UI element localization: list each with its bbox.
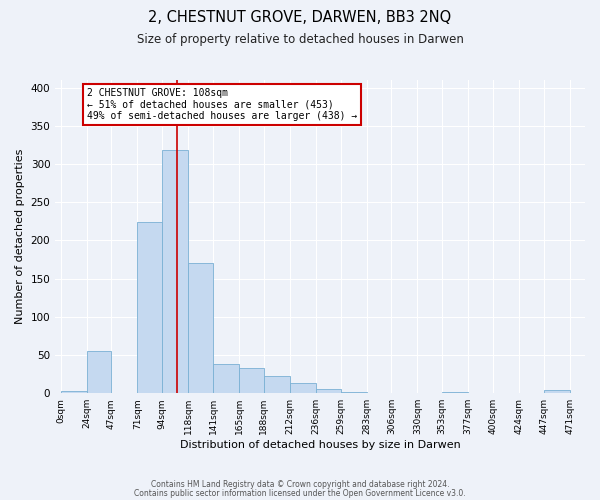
Text: 2, CHESTNUT GROVE, DARWEN, BB3 2NQ: 2, CHESTNUT GROVE, DARWEN, BB3 2NQ — [148, 10, 452, 25]
Text: 2 CHESTNUT GROVE: 108sqm
← 51% of detached houses are smaller (453)
49% of semi-: 2 CHESTNUT GROVE: 108sqm ← 51% of detach… — [87, 88, 357, 121]
Text: Contains HM Land Registry data © Crown copyright and database right 2024.: Contains HM Land Registry data © Crown c… — [151, 480, 449, 489]
Bar — [188, 264, 213, 393]
Bar — [544, 390, 570, 393]
X-axis label: Distribution of detached houses by size in Darwen: Distribution of detached houses by size … — [180, 440, 460, 450]
Text: Size of property relative to detached houses in Darwen: Size of property relative to detached ho… — [137, 32, 463, 46]
Bar — [137, 222, 162, 393]
Bar — [61, 391, 86, 393]
Bar — [341, 392, 367, 393]
Bar — [290, 384, 316, 393]
Bar — [442, 392, 468, 393]
Text: Contains public sector information licensed under the Open Government Licence v3: Contains public sector information licen… — [134, 488, 466, 498]
Bar — [162, 150, 188, 393]
Bar — [213, 364, 239, 393]
Y-axis label: Number of detached properties: Number of detached properties — [15, 149, 25, 324]
Bar — [264, 376, 290, 393]
Bar — [86, 351, 112, 393]
Bar — [316, 388, 341, 393]
Bar — [239, 368, 264, 393]
